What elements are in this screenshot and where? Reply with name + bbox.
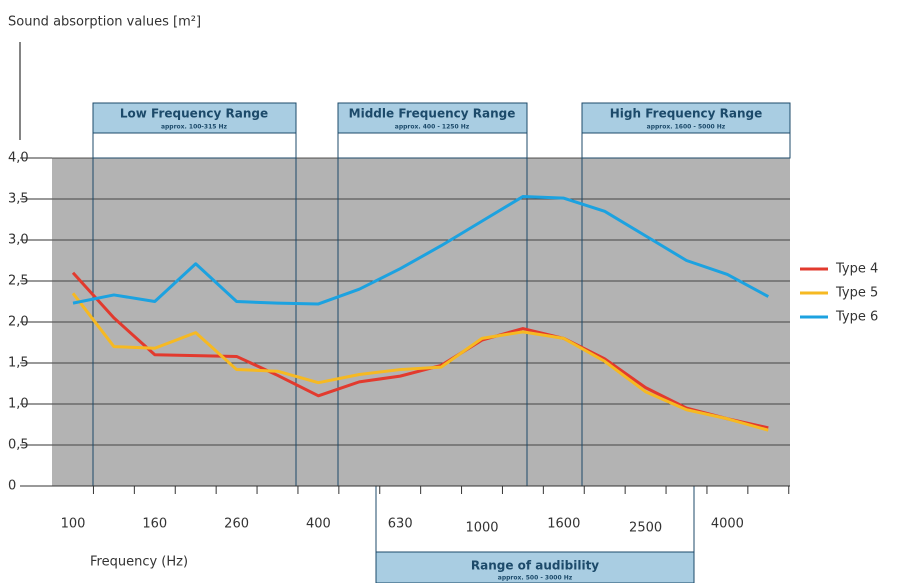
x-axis-label: Frequency (Hz) <box>90 555 188 570</box>
y-tick-label: 0 <box>8 479 16 494</box>
x-tick-label: 260 <box>224 517 249 532</box>
y-tick-label: 1,5 <box>8 356 29 371</box>
legend-label: Type 4 <box>835 262 878 277</box>
x-tick-label: 2500 <box>629 521 662 536</box>
range-box <box>92 102 297 134</box>
legend-label: Type 6 <box>835 310 878 325</box>
chart-title: Sound absorption values [m²] <box>8 15 201 30</box>
y-tick-label: 0,5 <box>8 438 29 453</box>
line <box>71 271 769 430</box>
range-title: Range of audibility <box>471 559 599 573</box>
x-tick-label: 1600 <box>547 517 580 532</box>
y-tick-label: 1,0 <box>8 397 29 412</box>
y-tick-label: 3,5 <box>8 192 29 207</box>
range-box-white <box>337 132 528 159</box>
range-title: Middle Frequency Range <box>349 107 516 121</box>
x-tick-label: 1000 <box>465 521 498 536</box>
y-tick-label: 2,5 <box>8 274 29 289</box>
y-tick-label: 4,0 <box>8 151 29 166</box>
range-box-white <box>92 132 297 159</box>
y-tick-label: 2,0 <box>8 315 29 330</box>
range-subtitle: approx. 1600 - 5000 Hz <box>647 124 726 131</box>
range-title: High Frequency Range <box>610 107 763 121</box>
range-subtitle: approx. 500 - 3000 Hz <box>498 575 573 582</box>
x-tick-label: 400 <box>306 517 331 532</box>
range-box <box>375 551 695 583</box>
x-tick-label: 100 <box>61 517 86 532</box>
range-boxes <box>92 102 791 583</box>
y-tick-label: 3,0 <box>8 233 29 248</box>
line <box>71 292 769 432</box>
legend-label: Type 5 <box>835 286 878 301</box>
x-tick-label: 4000 <box>711 517 744 532</box>
x-tick-label: 630 <box>388 517 413 532</box>
line <box>72 195 770 306</box>
range-title: Low Frequency Range <box>120 107 268 121</box>
range-box <box>337 102 528 134</box>
x-tick-label: 160 <box>142 517 167 532</box>
range-subtitle: approx. 100-315 Hz <box>161 124 228 131</box>
range-box-white <box>581 132 791 159</box>
range-box <box>581 102 791 134</box>
range-subtitle: approx. 400 - 1250 Hz <box>395 124 470 131</box>
